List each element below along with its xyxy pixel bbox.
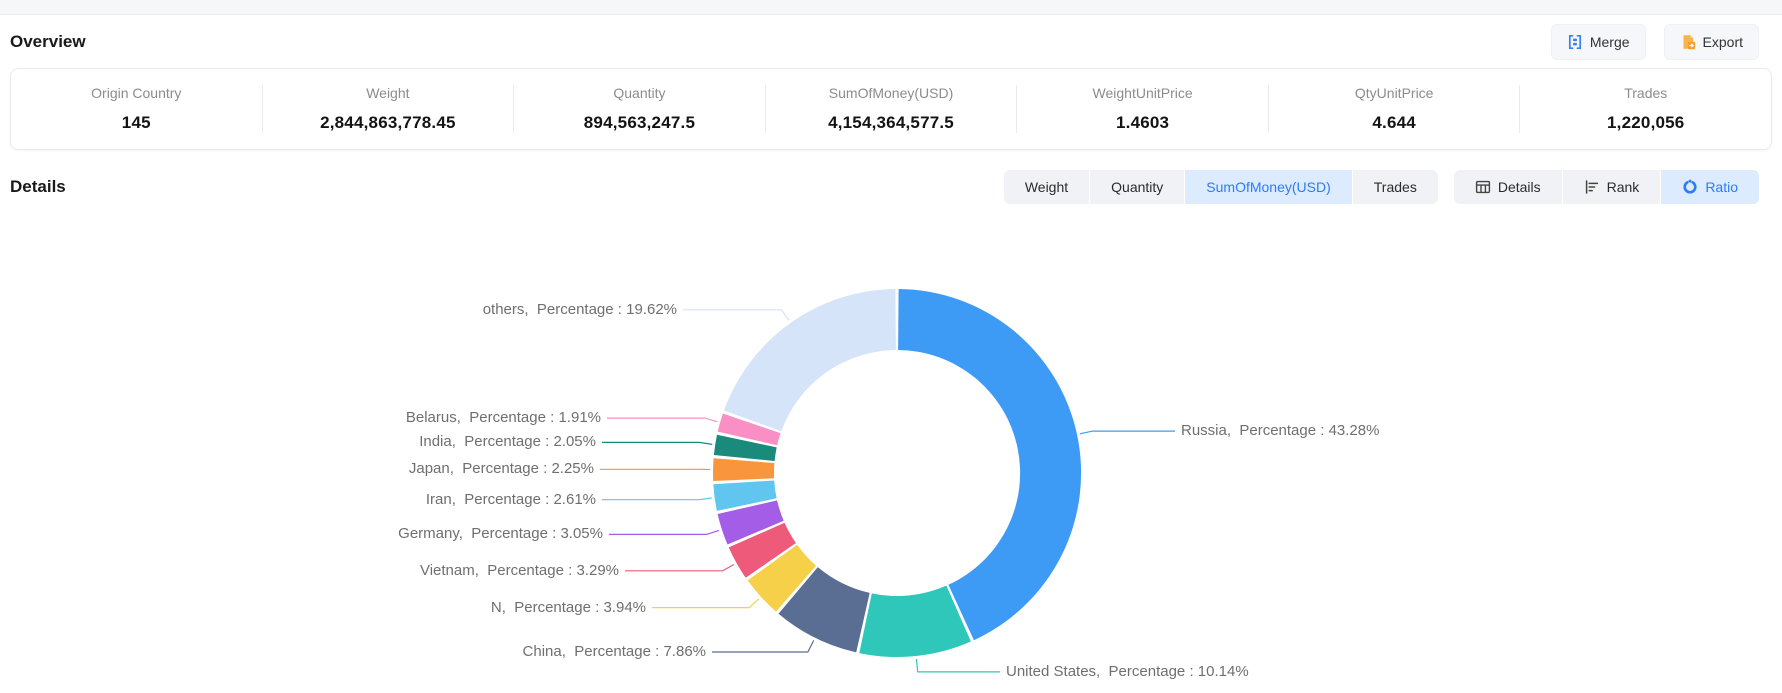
chart-label-n: N, Percentage : 3.94% (491, 598, 646, 618)
leader-line (683, 310, 789, 321)
stat-trades: Trades 1,220,056 (1519, 85, 1771, 133)
rank-icon (1584, 179, 1600, 195)
chart-label-india: India, Percentage : 2.05% (419, 432, 596, 452)
leader-line (916, 659, 1000, 672)
tab-sum-of-money[interactable]: SumOfMoney(USD) (1184, 170, 1351, 204)
tab-ratio-view[interactable]: Ratio (1660, 170, 1759, 204)
export-button[interactable]: Export (1664, 24, 1759, 60)
details-header: Details Weight Quantity SumOfMoney(USD) … (0, 170, 1782, 204)
leader-line (607, 418, 717, 422)
stat-label: Trades (1520, 85, 1771, 101)
stat-label: Quantity (514, 85, 765, 101)
tab-rank-view[interactable]: Rank (1562, 170, 1661, 204)
table-icon (1475, 179, 1491, 195)
stat-value: 1.4603 (1017, 113, 1268, 133)
leader-line (712, 640, 814, 652)
merge-button[interactable]: Merge (1551, 24, 1646, 60)
stat-value: 4,154,364,577.5 (766, 113, 1017, 133)
leader-line (652, 599, 759, 608)
stat-qty-unit-price: QtyUnitPrice 4.644 (1268, 85, 1520, 133)
donut-segment-germany[interactable] (718, 500, 784, 544)
tab-label: Details (1498, 179, 1541, 195)
leader-line (625, 565, 734, 571)
stat-label: Weight (263, 85, 514, 101)
view-tab-group: Details Rank (1454, 170, 1759, 204)
donut-segment-russia[interactable] (898, 289, 1081, 640)
donut-segment-belarus[interactable] (718, 414, 781, 446)
leader-line (1080, 431, 1175, 434)
donut-segment-japan[interactable] (713, 458, 774, 481)
stat-value: 145 (11, 113, 262, 133)
chart-label-germany: Germany, Percentage : 3.05% (398, 524, 603, 544)
chart-label-vietnam: Vietnam, Percentage : 3.29% (420, 561, 619, 581)
header-buttons: Merge Export (1551, 24, 1759, 60)
merge-button-label: Merge (1590, 34, 1630, 50)
stat-origin-country: Origin Country 145 (11, 85, 262, 133)
chart-label-belarus: Belarus, Percentage : 1.91% (406, 408, 601, 428)
leader-line (602, 498, 712, 500)
stat-label: Origin Country (11, 85, 262, 101)
stat-value: 1,220,056 (1520, 113, 1771, 133)
donut-segment-india[interactable] (714, 435, 777, 461)
metric-tab-group: Weight Quantity SumOfMoney(USD) Trades (1004, 170, 1438, 204)
donut-segment-others[interactable] (724, 289, 896, 431)
chart-label-russia: Russia, Percentage : 43.28% (1181, 421, 1379, 441)
donut-segment-united-states[interactable] (859, 586, 971, 657)
chart-label-china: China, Percentage : 7.86% (523, 642, 706, 662)
donut-segment-iran[interactable] (713, 481, 776, 511)
stat-quantity: Quantity 894,563,247.5 (513, 85, 765, 133)
ratio-icon (1682, 179, 1698, 195)
stat-value: 2,844,863,778.45 (263, 113, 514, 133)
export-button-label: Export (1703, 34, 1743, 50)
stat-weight: Weight 2,844,863,778.45 (262, 85, 514, 133)
tab-details-view[interactable]: Details (1454, 170, 1562, 204)
tab-quantity[interactable]: Quantity (1089, 170, 1184, 204)
overview-stats-card: Origin Country 145 Weight 2,844,863,778.… (10, 68, 1772, 150)
chart-label-japan: Japan, Percentage : 2.25% (409, 459, 594, 479)
overview-header: Overview Merge (0, 24, 1782, 60)
chart-label-united-states: United States, Percentage : 10.14% (1006, 662, 1249, 682)
stat-label: QtyUnitPrice (1269, 85, 1520, 101)
merge-icon (1567, 34, 1583, 50)
overview-title: Overview (10, 32, 86, 52)
export-icon (1680, 34, 1696, 50)
details-title: Details (10, 177, 66, 197)
leader-line (602, 442, 712, 444)
tab-weight[interactable]: Weight (1004, 170, 1089, 204)
tab-label: Ratio (1705, 179, 1738, 195)
stat-value: 894,563,247.5 (514, 113, 765, 133)
donut-segment-china[interactable] (779, 567, 870, 652)
stat-sum-of-money: SumOfMoney(USD) 4,154,364,577.5 (765, 85, 1017, 133)
leader-line (609, 530, 719, 534)
donut-segment-vietnam[interactable] (729, 523, 796, 578)
details-controls: Weight Quantity SumOfMoney(USD) Trades D… (1004, 170, 1759, 204)
top-strip (0, 0, 1782, 15)
stat-value: 4.644 (1269, 113, 1520, 133)
stat-weight-unit-price: WeightUnitPrice 1.4603 (1016, 85, 1268, 133)
tab-trades[interactable]: Trades (1352, 170, 1438, 204)
donut-segment-n[interactable] (748, 545, 817, 612)
stat-label: SumOfMoney(USD) (766, 85, 1017, 101)
chart-label-iran: Iran, Percentage : 2.61% (426, 490, 596, 510)
chart-label-others: others, Percentage : 19.62% (483, 300, 677, 320)
tab-label: Rank (1607, 179, 1640, 195)
stat-label: WeightUnitPrice (1017, 85, 1268, 101)
